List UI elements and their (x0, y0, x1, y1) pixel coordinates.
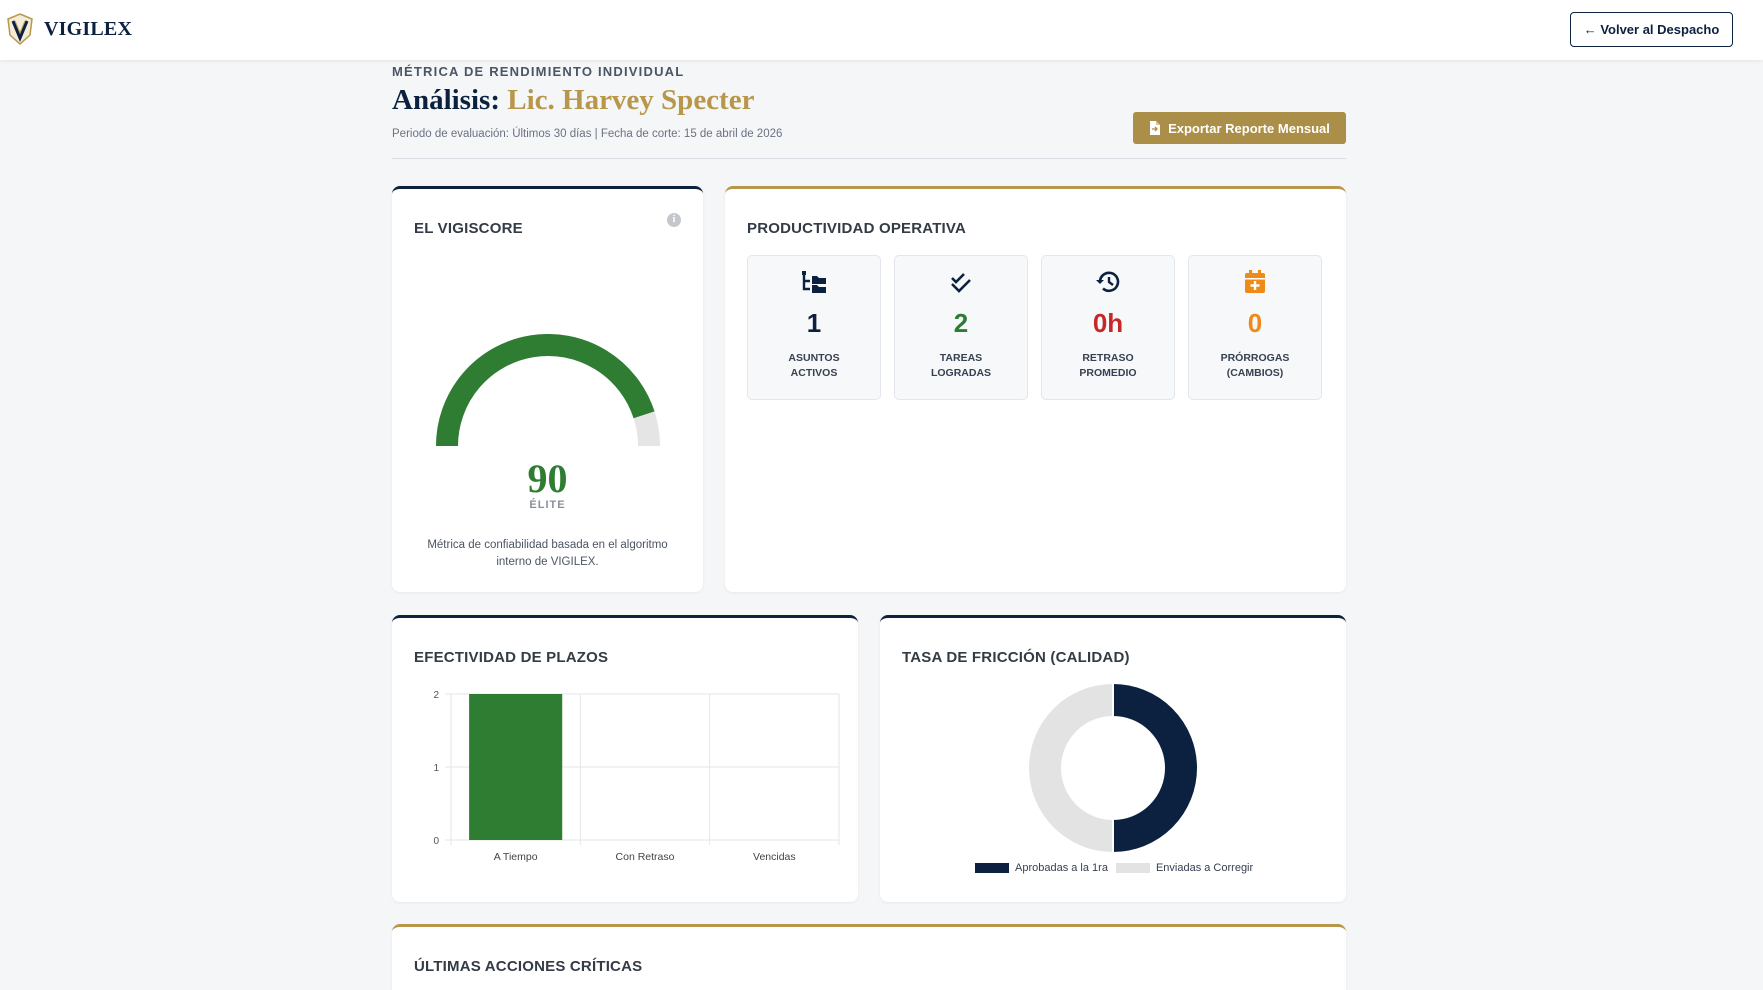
y-tick-label: 0 (433, 836, 439, 847)
calendar-plus-icon (1245, 270, 1265, 293)
deadline-effectiveness-title: EFECTIVIDAD DE PLAZOS (414, 649, 609, 666)
folder-tree-icon (802, 271, 826, 293)
gauge-fill (436, 334, 655, 447)
vigiscore-card: EL VIGISCORE i 90 ÉLITE Métrica de confi… (392, 186, 703, 592)
productivity-card: PRODUCTIVIDAD OPERATIVA 1 ASUNTOS ACTIVOS (725, 186, 1346, 592)
tile-active-matters: 1 ASUNTOS ACTIVOS (747, 255, 881, 400)
extensions-label: PRÓRROGAS (CAMBIOS) (1220, 352, 1290, 379)
donut-slice[interactable] (1112, 684, 1197, 852)
critical-actions-card: ÚLTIMAS ACCIONES CRÍTICAS (392, 924, 1346, 990)
legend-swatch-corrections (1115, 863, 1150, 873)
friction-rate-card: TASA DE FRICCIÓN (CALIDAD) Aprobadas a l… (880, 615, 1346, 902)
friction-rate-title: TASA DE FRICCIÓN (CALIDAD) (902, 649, 1130, 666)
x-tick-label: Con Retraso (616, 851, 675, 863)
vigiscore-description: Métrica de confiabilidad basada en el al… (427, 539, 668, 568)
legend-item-corrections[interactable]: Enviadas a Corregir (1115, 862, 1254, 874)
lawyer-name: Lic. Harvey Specter (507, 84, 755, 116)
vigilex-logo-icon (7, 13, 33, 45)
donut-slice[interactable] (1029, 684, 1114, 852)
title-prefix: Análisis: (392, 84, 500, 116)
evaluation-period: Periodo de evaluación: Últimos 30 días |… (392, 128, 783, 140)
top-bar: VIGILEX ← Volver al Despacho (0, 0, 1763, 60)
brand-name: VIGILEX (44, 17, 133, 40)
page-title: Análisis: Lic. Harvey Specter (392, 84, 754, 117)
productivity-title: PRODUCTIVIDAD OPERATIVA (747, 220, 967, 237)
legend-label-corrections: Enviadas a Corregir (1155, 862, 1254, 874)
history-icon (1096, 271, 1120, 293)
average-delay-value: 0h (1092, 308, 1124, 338)
active-matters-value: 1 (806, 308, 822, 338)
tile-average-delay: 0h RETRASO PROMEDIO (1041, 255, 1175, 400)
deadline-effectiveness-card: EFECTIVIDAD DE PLAZOS 0 1 2 A Tiempo Con Ret… (392, 615, 858, 902)
legend-item-approved[interactable]: Aprobadas a la 1ra (975, 862, 1108, 874)
page-eyebrow: MÉTRICA DE RENDIMIENTO INDIVIDUAL (392, 64, 685, 79)
active-matters-label: ASUNTOS ACTIVOS (788, 352, 840, 379)
double-check-icon (951, 273, 971, 293)
export-report-label: Exportar Reporte Mensual (1168, 120, 1330, 136)
back-to-office-button[interactable]: ← Volver al Despacho (1570, 12, 1733, 47)
vigiscore-title: EL VIGISCORE (414, 220, 523, 237)
deadline-bar-chart: 0 1 2 A Tiempo Con Retraso Vencidas (433, 690, 840, 863)
extensions-value: 0 (1247, 308, 1263, 338)
legend-swatch-approved (975, 863, 1009, 873)
friction-donut-chart (1029, 684, 1197, 852)
file-export-icon (1150, 121, 1161, 135)
friction-legend: Aprobadas a la 1ra Enviadas a Corregir (975, 862, 1253, 874)
completed-tasks-label: TAREAS LOGRADAS (930, 352, 992, 379)
vigiscore-gauge (436, 334, 660, 447)
vigiscore-level: ÉLITE (529, 499, 566, 511)
tile-extensions: 0 PRÓRROGAS (CAMBIOS) (1188, 255, 1322, 400)
average-delay-label: RETRASO PROMEDIO (1079, 352, 1137, 379)
y-tick-label: 1 (433, 763, 439, 774)
bar (469, 694, 563, 840)
brand[interactable]: VIGILEX (6, 13, 132, 45)
legend-label-approved: Aprobadas a la 1ra (1015, 862, 1108, 874)
vigiscore-value: 90 (527, 456, 568, 501)
x-tick-label: A Tiempo (494, 851, 538, 863)
info-icon[interactable]: i (667, 213, 681, 227)
export-report-button[interactable]: Exportar Reporte Mensual (1133, 112, 1346, 144)
tile-completed-tasks: 2 TAREAS LOGRADAS (894, 255, 1028, 400)
y-tick-label: 2 (433, 690, 439, 701)
header-divider (392, 158, 1346, 159)
x-tick-label: Vencidas (753, 851, 796, 863)
critical-actions-title: ÚLTIMAS ACCIONES CRÍTICAS (414, 958, 643, 975)
productivity-tiles: 1 ASUNTOS ACTIVOS 2 TAREAS LOGRADAS (747, 255, 1322, 400)
completed-tasks-value: 2 (953, 308, 969, 338)
